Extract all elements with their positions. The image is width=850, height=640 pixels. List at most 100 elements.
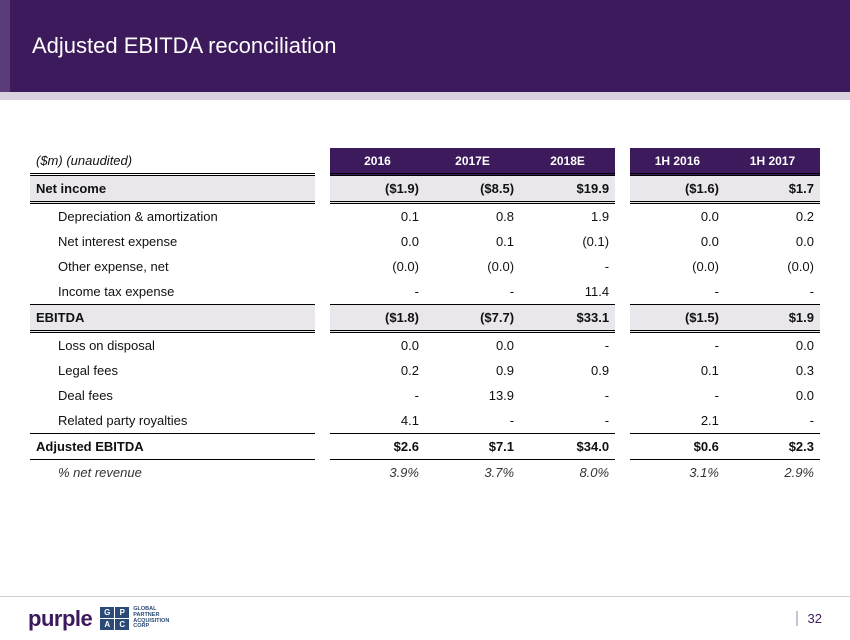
col-header: 1H 2016 — [630, 148, 725, 175]
cell: 0.0 — [630, 203, 725, 230]
row-label: Income tax expense — [30, 279, 315, 305]
row-royalties: Related party royalties 4.1 - - 2.1 - — [30, 408, 820, 434]
cell: - — [425, 279, 520, 305]
cell: 0.2 — [330, 358, 425, 383]
col-header: 2018E — [520, 148, 615, 175]
cell: 0.9 — [425, 358, 520, 383]
gpac-cell: G — [100, 607, 114, 618]
cell: (0.0) — [630, 254, 725, 279]
cell: - — [520, 254, 615, 279]
cell: 0.1 — [630, 358, 725, 383]
cell: - — [520, 408, 615, 434]
cell: 0.0 — [725, 229, 820, 254]
cell: 3.9% — [330, 460, 425, 486]
cell: - — [330, 279, 425, 305]
row-deal-fees: Deal fees - 13.9 - - 0.0 — [30, 383, 820, 408]
cell: - — [725, 279, 820, 305]
row-label: Adjusted EBITDA — [30, 434, 315, 460]
purple-logo: purple — [28, 606, 92, 632]
footer: purple G P A C GLOBAL PARTNER ACQUISITIO… — [0, 596, 850, 640]
cell: $1.9 — [725, 305, 820, 332]
cell: ($1.6) — [630, 175, 725, 203]
row-label: Legal fees — [30, 358, 315, 383]
gpac-label: GLOBAL PARTNER ACQUISITION CORP — [133, 607, 169, 630]
cell: - — [330, 383, 425, 408]
cell: $2.3 — [725, 434, 820, 460]
cell: - — [630, 332, 725, 359]
row-label: Loss on disposal — [30, 332, 315, 359]
col-header: 2017E — [425, 148, 520, 175]
cell: - — [725, 408, 820, 434]
cell: 0.1 — [425, 229, 520, 254]
row-label: Net interest expense — [30, 229, 315, 254]
header-divider — [0, 92, 850, 100]
cell: - — [630, 279, 725, 305]
row-legal-fees: Legal fees 0.2 0.9 0.9 0.1 0.3 — [30, 358, 820, 383]
cell: $2.6 — [330, 434, 425, 460]
gpac-grid-icon: G P A C — [100, 607, 129, 630]
cell: ($1.9) — [330, 175, 425, 203]
row-label: Depreciation & amortization — [30, 203, 315, 230]
cell: - — [520, 383, 615, 408]
row-income-tax: Income tax expense - - 11.4 - - — [30, 279, 820, 305]
cell: $19.9 — [520, 175, 615, 203]
cell: $1.7 — [725, 175, 820, 203]
cell: ($1.5) — [630, 305, 725, 332]
row-adjusted-ebitda: Adjusted EBITDA $2.6 $7.1 $34.0 $0.6 $2.… — [30, 434, 820, 460]
content-area: ($m) (unaudited) 2016 2017E 2018E 1H 201… — [0, 100, 850, 485]
page-number: 32 — [796, 611, 822, 626]
cell: (0.1) — [520, 229, 615, 254]
row-label: % net revenue — [30, 460, 315, 486]
row-loss-disposal: Loss on disposal 0.0 0.0 - - 0.0 — [30, 332, 820, 359]
cell: 4.1 — [330, 408, 425, 434]
cell: ($1.8) — [330, 305, 425, 332]
cell: (0.0) — [330, 254, 425, 279]
table-caption: ($m) (unaudited) — [30, 148, 315, 175]
header-accent-bar — [0, 0, 10, 92]
cell: 0.8 — [425, 203, 520, 230]
cell: 0.0 — [330, 332, 425, 359]
cell: 0.0 — [330, 229, 425, 254]
cell: $7.1 — [425, 434, 520, 460]
cell: 0.9 — [520, 358, 615, 383]
row-ebitda: EBITDA ($1.8) ($7.7) $33.1 ($1.5) $1.9 — [30, 305, 820, 332]
table-header-row: ($m) (unaudited) 2016 2017E 2018E 1H 201… — [30, 148, 820, 175]
cell: (0.0) — [725, 254, 820, 279]
cell: 13.9 — [425, 383, 520, 408]
cell: $0.6 — [630, 434, 725, 460]
cell: - — [520, 332, 615, 359]
row-net-interest: Net interest expense 0.0 0.1 (0.1) 0.0 0… — [30, 229, 820, 254]
col-header: 1H 2017 — [725, 148, 820, 175]
cell: 3.7% — [425, 460, 520, 486]
gpac-logo: G P A C GLOBAL PARTNER ACQUISITION CORP — [100, 607, 169, 630]
cell: 0.2 — [725, 203, 820, 230]
cell: 0.0 — [425, 332, 520, 359]
row-label: Related party royalties — [30, 408, 315, 434]
ebitda-table: ($m) (unaudited) 2016 2017E 2018E 1H 201… — [30, 148, 820, 485]
cell: (0.0) — [425, 254, 520, 279]
cell: 8.0% — [520, 460, 615, 486]
cell: $33.1 — [520, 305, 615, 332]
cell: $34.0 — [520, 434, 615, 460]
col-header: 2016 — [330, 148, 425, 175]
row-pct-revenue: % net revenue 3.9% 3.7% 8.0% 3.1% 2.9% — [30, 460, 820, 486]
cell: 0.0 — [725, 332, 820, 359]
cell: 2.9% — [725, 460, 820, 486]
row-dep-amort: Depreciation & amortization 0.1 0.8 1.9 … — [30, 203, 820, 230]
gpac-cell: P — [115, 607, 129, 618]
row-other-expense: Other expense, net (0.0) (0.0) - (0.0) (… — [30, 254, 820, 279]
cell: 0.0 — [725, 383, 820, 408]
page-title: Adjusted EBITDA reconciliation — [32, 33, 337, 59]
cell: 11.4 — [520, 279, 615, 305]
gpac-cell: A — [100, 619, 114, 630]
cell: - — [630, 383, 725, 408]
cell: ($8.5) — [425, 175, 520, 203]
row-label: Deal fees — [30, 383, 315, 408]
cell: 2.1 — [630, 408, 725, 434]
cell: 0.0 — [630, 229, 725, 254]
header-band: Adjusted EBITDA reconciliation — [0, 0, 850, 92]
row-net-income: Net income ($1.9) ($8.5) $19.9 ($1.6) $1… — [30, 175, 820, 203]
row-label: Net income — [30, 175, 315, 203]
cell: ($7.7) — [425, 305, 520, 332]
row-label: EBITDA — [30, 305, 315, 332]
